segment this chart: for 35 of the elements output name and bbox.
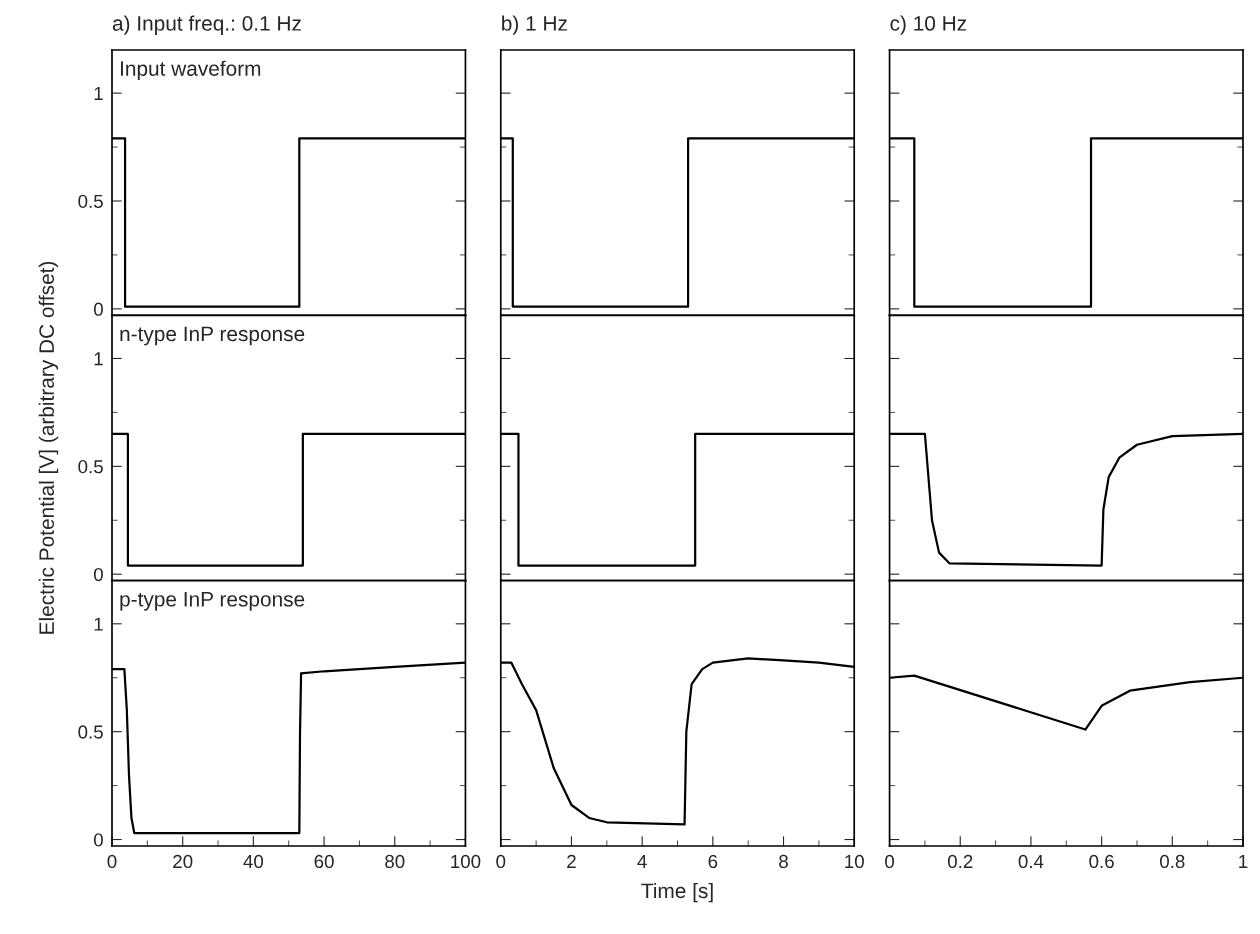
- x-tick-label: 6: [708, 854, 718, 869]
- annotation: n-type InP response: [120, 326, 305, 346]
- x-tick-label: 8: [779, 854, 788, 869]
- x-tick-label: 0: [885, 854, 895, 869]
- x-tick-label: 4: [637, 855, 647, 868]
- x-tick-label: 0.4: [1018, 854, 1044, 869]
- y-tick-label: 0: [93, 567, 103, 582]
- x-tick-label: 0: [496, 854, 506, 869]
- y-tick-label: 1: [94, 87, 103, 100]
- x-tick-label: 0.8: [1160, 854, 1185, 869]
- chart-title: b) 1 Hz: [502, 15, 567, 35]
- x-tick-label: 20: [173, 854, 193, 869]
- x-axis-title: Time [s]: [641, 882, 713, 903]
- y-axis-title: Electric Potential [V] (arbitrary DC offset): [38, 261, 59, 634]
- y-tick-label: 1: [94, 352, 103, 366]
- x-tick-label: 1: [1239, 855, 1248, 868]
- x-tick-label: 0.6: [1089, 854, 1114, 869]
- y-tick-label: 0.5: [78, 460, 103, 474]
- x-tick-label: 0: [107, 854, 117, 869]
- x-tick-label: 80: [385, 854, 405, 869]
- x-tick-label: 60: [314, 854, 334, 869]
- x-tick-label: 2: [567, 854, 576, 868]
- y-tick-label: 1: [94, 617, 103, 631]
- chart-title: c) 10 Hz: [890, 15, 967, 35]
- y-tick-label: 0: [93, 833, 103, 847]
- chart-title: a) Input freq.: 0.1 Hz: [112, 15, 301, 35]
- annotation: Input waveform: [120, 60, 261, 81]
- y-tick-label: 0.5: [78, 194, 103, 208]
- annotation: p-type InP response: [120, 592, 305, 611]
- x-tick-label: 100: [451, 854, 481, 869]
- x-tick-label: 40: [243, 854, 264, 869]
- y-tick-label: 0: [93, 302, 103, 316]
- x-tick-label: 10: [845, 854, 864, 869]
- y-tick-label: 0.5: [78, 725, 103, 739]
- x-tick-label: 0.2: [947, 854, 973, 869]
